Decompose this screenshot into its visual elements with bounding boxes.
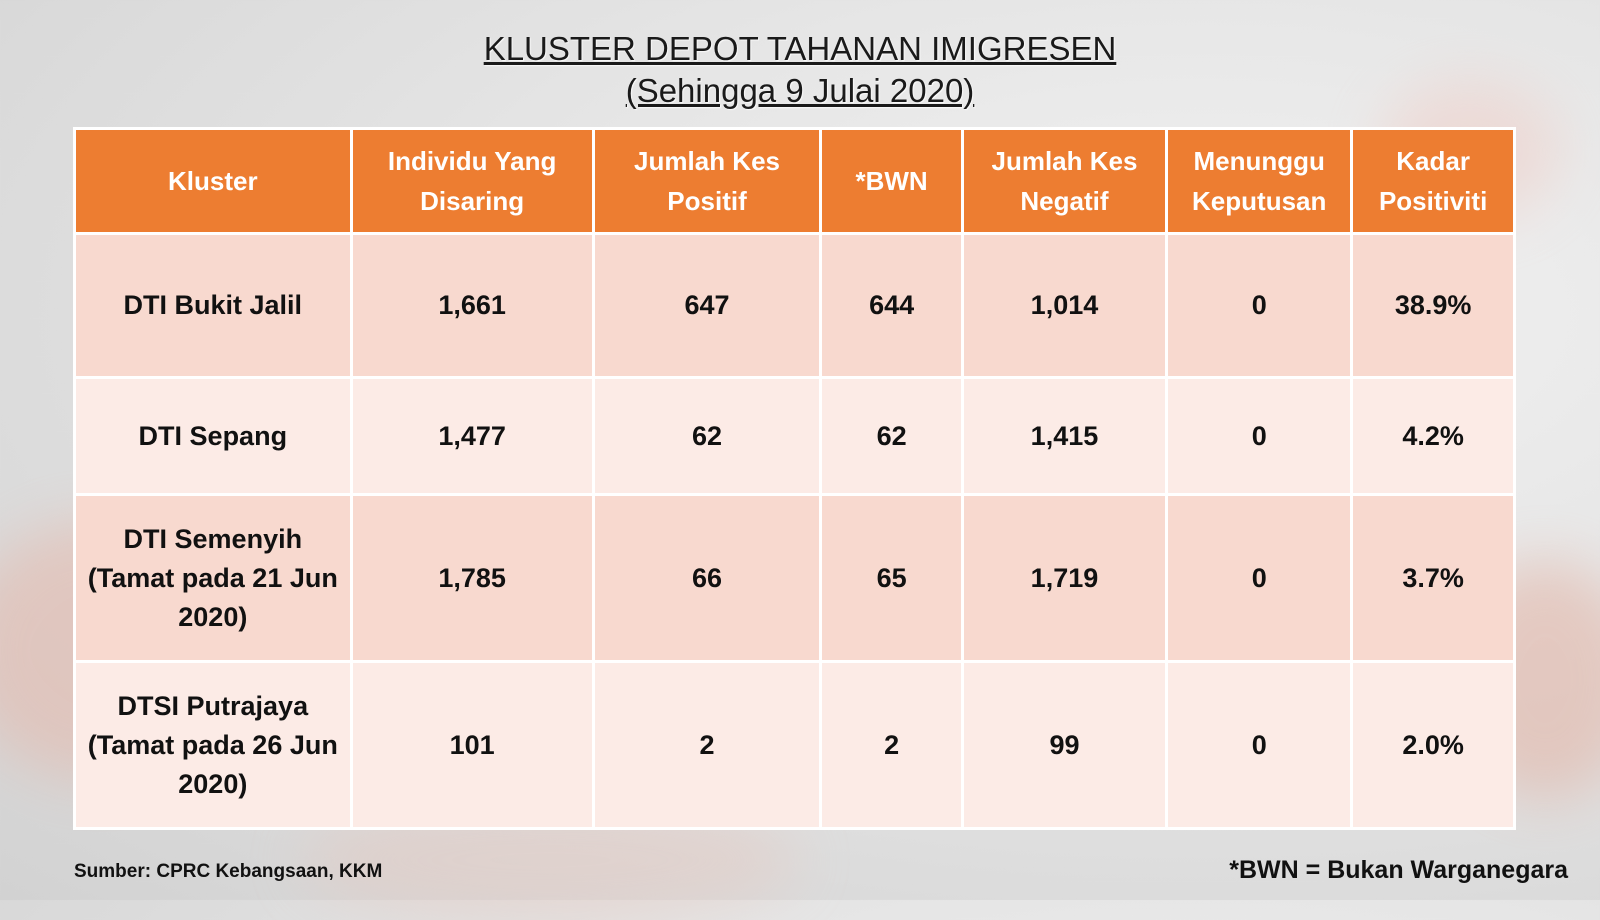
bwn-footnote: *BWN = Bukan Warganegara [1229, 856, 1568, 884]
cell-kluster: DTI Semenyih (Tamat pada 21 Jun 2020) [73, 493, 353, 663]
cell-negatif: 1,415 [960, 376, 1169, 496]
cell-positif: 647 [591, 232, 823, 379]
table-row: DTI Semenyih (Tamat pada 21 Jun 2020) 1,… [73, 493, 1516, 663]
header-bwn: *BWN [819, 127, 964, 235]
page-title: KLUSTER DEPOT TAHANAN IMIGRESEN [483, 30, 1117, 67]
header-jumlah-kes-positif: Jumlah Kes Positif [591, 127, 823, 235]
table-row: DTSI Putrajaya (Tamat pada 26 Jun 2020) … [73, 660, 1516, 830]
table-header-row: Kluster Individu Yang Disaring Jumlah Ke… [73, 127, 1516, 235]
cell-negatif: 1,014 [960, 232, 1169, 379]
cell-kluster: DTI Bukit Jalil [73, 232, 353, 379]
header-menunggu-keputusan: Menunggu Keputusan [1165, 127, 1354, 235]
table-row: DTI Sepang 1,477 62 62 1,415 0 4.2% [73, 376, 1516, 496]
cell-positif: 66 [591, 493, 823, 663]
cell-kluster: DTSI Putrajaya (Tamat pada 26 Jun 2020) [73, 660, 353, 830]
cell-positif: 62 [591, 376, 823, 496]
cell-negatif: 1,719 [960, 493, 1169, 663]
cell-menunggu: 0 [1165, 376, 1354, 496]
cell-menunggu: 0 [1165, 660, 1354, 830]
cell-negatif: 99 [960, 660, 1169, 830]
cell-menunggu: 0 [1165, 232, 1354, 379]
cell-kadar: 2.0% [1350, 660, 1516, 830]
cell-kadar: 4.2% [1350, 376, 1516, 496]
cell-disaring: 1,477 [349, 376, 595, 496]
header-jumlah-kes-negatif: Jumlah Kes Negatif [960, 127, 1169, 235]
cell-disaring: 1,785 [349, 493, 595, 663]
header-kadar-positiviti: Kadar Positiviti [1350, 127, 1516, 235]
cell-bwn: 2 [819, 660, 964, 830]
cell-menunggu: 0 [1165, 493, 1354, 663]
table-row: DTI Bukit Jalil 1,661 647 644 1,014 0 38… [73, 232, 1516, 379]
source-note: Sumber: CPRC Kebangsaan, KKM [74, 861, 383, 882]
cell-disaring: 1,661 [349, 232, 595, 379]
cell-kadar: 3.7% [1350, 493, 1516, 663]
cell-disaring: 101 [349, 660, 595, 830]
cluster-table: Kluster Individu Yang Disaring Jumlah Ke… [73, 127, 1516, 830]
header-kluster: Kluster [73, 127, 353, 235]
cell-bwn: 65 [819, 493, 964, 663]
header-individu-disaring: Individu Yang Disaring [349, 127, 595, 235]
cell-positif: 2 [591, 660, 823, 830]
page-subtitle: (Sehingga 9 Julai 2020) [625, 72, 975, 109]
cell-bwn: 644 [819, 232, 964, 379]
cell-kluster: DTI Sepang [73, 376, 353, 496]
cell-bwn: 62 [819, 376, 964, 496]
cell-kadar: 38.9% [1350, 232, 1516, 379]
